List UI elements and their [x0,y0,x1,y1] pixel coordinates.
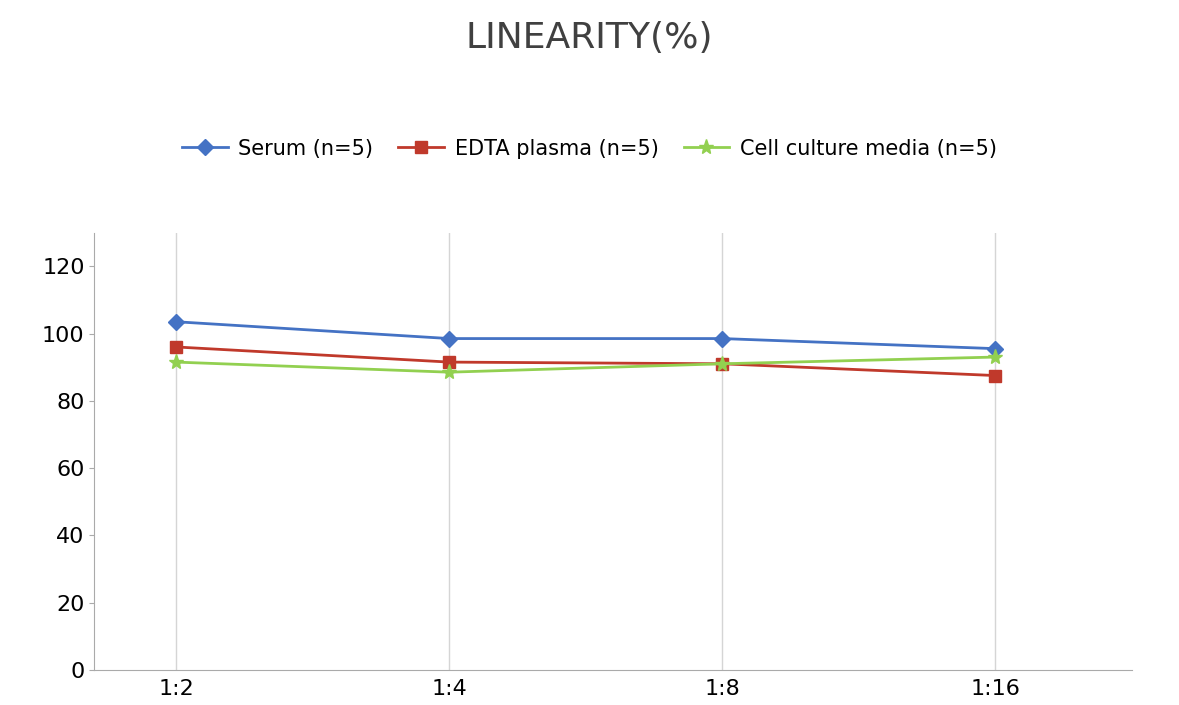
EDTA plasma (n=5) [442,358,456,367]
Serum (n=5) [716,334,730,343]
Text: LINEARITY(%): LINEARITY(%) [466,21,713,55]
Serum (n=5) [169,317,183,326]
Cell culture media (n=5) [716,360,730,368]
EDTA plasma (n=5) [988,372,1002,380]
Cell culture media (n=5) [169,358,183,367]
Legend: Serum (n=5), EDTA plasma (n=5), Cell culture media (n=5): Serum (n=5), EDTA plasma (n=5), Cell cul… [173,130,1006,167]
Line: Serum (n=5): Serum (n=5) [171,317,1001,354]
Line: Cell culture media (n=5): Cell culture media (n=5) [169,350,1003,380]
Serum (n=5) [988,345,1002,353]
Line: EDTA plasma (n=5): EDTA plasma (n=5) [171,341,1001,381]
Serum (n=5) [442,334,456,343]
EDTA plasma (n=5) [716,360,730,368]
Cell culture media (n=5) [442,368,456,376]
EDTA plasma (n=5) [169,343,183,351]
Cell culture media (n=5) [988,352,1002,361]
